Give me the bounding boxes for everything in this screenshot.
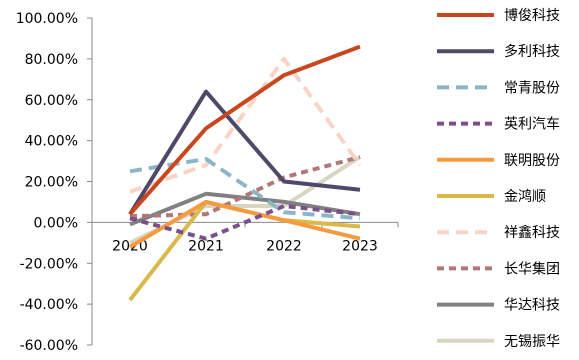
y-tick-label: 40.00%: [25, 134, 78, 150]
x-tick-label: 2023: [342, 238, 378, 254]
legend-label: 常青股份: [504, 80, 560, 96]
y-axis: 100.00% 80.00% 60.00% 40.00% 20.00% 0.00% -20.…: [16, 11, 93, 354]
series-lines: [128, 44, 362, 302]
y-tick-label: -40.00%: [20, 297, 78, 313]
legend-label: 多利科技: [504, 43, 560, 60]
y-tick-label: 0.00%: [34, 215, 78, 231]
legend-label: 金鸿顺: [504, 188, 546, 205]
legend-label: 英利汽车: [504, 116, 560, 133]
series-line: [129, 155, 361, 219]
series-line: [129, 157, 361, 221]
series-line: [128, 44, 361, 216]
y-tick-label: -60.00%: [20, 338, 78, 354]
legend-label: 博俊科技: [504, 7, 560, 24]
x-tick-label: 2022: [266, 238, 302, 254]
series-line: [128, 89, 361, 216]
series-line: [128, 199, 361, 249]
series-line: [129, 191, 361, 227]
legend-label: 长华集团: [504, 260, 560, 277]
legend-label: 无锡振华: [504, 334, 560, 350]
y-tick-label: 20.00%: [25, 175, 78, 191]
y-tick-label: 100.00%: [16, 11, 78, 27]
y-tick-label: 80.00%: [25, 52, 78, 68]
legend-label: 祥鑫科技: [504, 224, 560, 241]
legend-label: 华达科技: [504, 298, 560, 314]
y-tick-label: -20.00%: [20, 256, 78, 272]
y-tick-label: 60.00%: [25, 93, 78, 109]
series-line: [129, 204, 361, 241]
legend-label: 联明股份: [504, 153, 560, 169]
series-line: [129, 56, 362, 194]
x-tick-label: 2021: [188, 238, 224, 254]
